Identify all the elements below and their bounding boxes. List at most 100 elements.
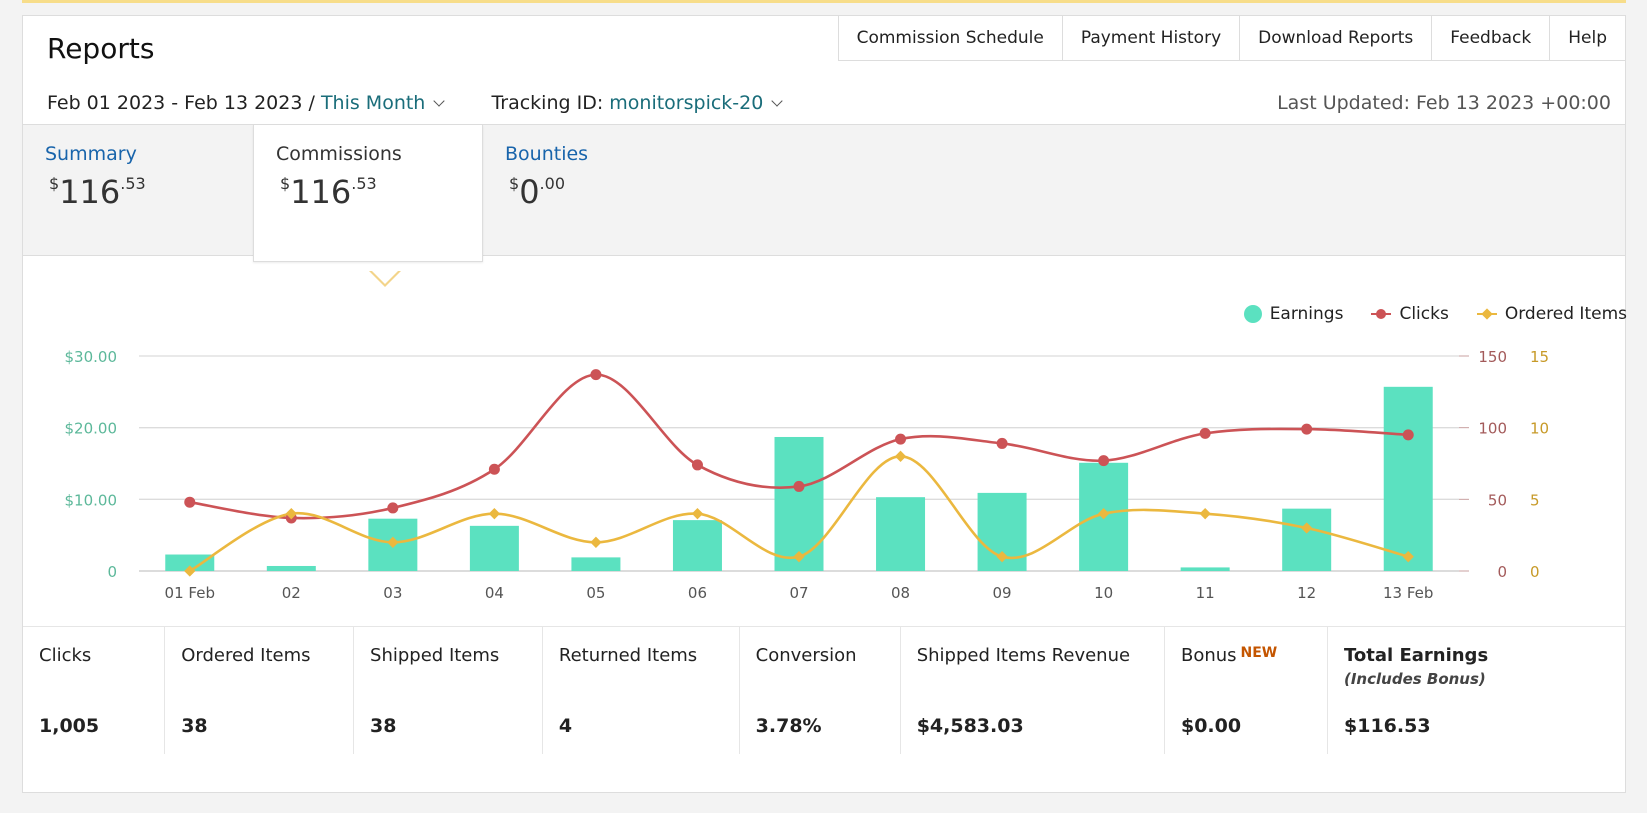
legend-ordered-items-label: Ordered Items [1504,304,1627,324]
y-left-tick-label: 0 [107,563,117,581]
stat-returned-items: Returned Items 4 [543,627,740,754]
legend-clicks-label: Clicks [1399,304,1449,324]
stat-conversion-value: 3.78% [755,715,822,737]
stat-clicks: Clicks 1,005 [23,627,166,754]
x-tick-label: 01 Feb [165,584,215,602]
legend-earnings-swatch [1243,305,1262,323]
point-ordered-items [691,508,704,520]
nav-feedback[interactable]: Feedback [1432,16,1551,60]
x-tick-label: 02 [282,584,301,602]
top-nav: Commission Schedule Payment History Down… [837,16,1625,61]
bar-earnings [266,565,316,571]
y-right-clicks-tick-label: 150 [1478,348,1507,366]
tracking-id-dropdown[interactable]: monitorspick-20 [609,92,764,114]
chevron-down-icon[interactable] [771,95,784,107]
bar-earnings [672,520,722,571]
chevron-down-icon[interactable] [433,95,446,107]
y-right-items-tick-label: 10 [1530,420,1549,438]
y-left-tick-label: $10.00 [65,491,118,509]
period-dropdown[interactable]: This Month [320,92,426,114]
tab-bounties[interactable]: Bounties $0.00 [483,125,713,255]
date-range: Feb 01 2023 - Feb 13 2023 [47,92,303,114]
tracking-label: Tracking ID: [491,92,604,114]
stat-clicks-label: Clicks [39,645,92,666]
tab-commissions-label: Commissions [276,143,402,165]
x-tick-label: 09 [993,584,1012,602]
point-clicks [1301,423,1313,435]
point-clicks [793,480,805,492]
stat-ordered-items-value: 38 [181,715,208,737]
bar-earnings [1282,508,1332,571]
legend-clicks[interactable]: Clicks [1371,304,1449,324]
nav-help[interactable]: Help [1568,28,1607,48]
stat-total-earnings-value: $116.53 [1344,715,1431,737]
point-clicks [387,502,399,514]
legend-earnings[interactable]: Earnings [1243,304,1343,324]
last-updated: Last Updated: Feb 13 2023 +00:00 [1277,92,1611,114]
x-tick-label: 04 [485,584,504,602]
legend-ordered-items[interactable]: Ordered Items [1476,304,1627,324]
stat-total-earnings: Total Earnings (Includes Bonus) $116.53 [1328,627,1625,754]
point-clicks [895,433,907,445]
x-tick-label: 13 Feb [1383,584,1433,602]
x-tick-label: 10 [1094,584,1113,602]
y-right-clicks-tick-label: 0 [1497,563,1507,581]
point-ordered-items [1097,508,1110,520]
x-tick-label: 11 [1196,584,1215,602]
stat-returned-items-value: 4 [558,715,573,737]
y-right-items-tick-label: 15 [1530,348,1549,366]
point-clicks [1402,429,1414,441]
stat-bonus-label: Bonus NEW [1180,645,1278,666]
bar-earnings [165,554,215,571]
stat-conversion-label: Conversion [755,645,857,666]
tab-summary-amount: $116.53 [49,173,146,211]
tab-commissions[interactable]: Commissions $116.53 [253,125,483,262]
y-left-tick-label: $30.00 [65,348,118,366]
nav-commission-schedule[interactable]: Commission Schedule [839,16,1063,60]
stat-ordered-items-label: Ordered Items [181,645,311,666]
top-accent-bar [22,0,1626,3]
performance-chart: Earnings Clicks Ordered Items 0 0 0 $10.00 5… [45,274,1647,644]
stat-ordered-items: Ordered Items 38 [165,627,355,754]
legend-clicks-swatch [1371,309,1392,319]
stat-total-earnings-note: (Includes Bonus) [1344,670,1486,688]
x-tick-label: 08 [891,584,910,602]
stat-shipped-items-value: 38 [370,715,397,737]
date-separator: / [308,92,315,114]
nav-download-reports[interactable]: Download Reports [1240,16,1433,60]
tab-bounties-label[interactable]: Bounties [505,143,589,165]
tab-bounties-amount: $0.00 [509,173,565,211]
point-clicks [691,459,703,471]
point-ordered-items [184,565,196,577]
bar-earnings [774,436,824,571]
nav-payment-history[interactable]: Payment History [1063,16,1241,60]
stat-conversion: Conversion 3.78% [740,627,901,754]
bar-earnings [1383,386,1433,571]
stat-shipped-items: Shipped Items 38 [354,627,543,754]
stat-shipped-items-revenue: Shipped Items Revenue $4,583.03 [901,627,1165,754]
bar-earnings [469,525,519,571]
point-ordered-items [590,536,602,548]
x-tick-label: 03 [383,584,402,602]
tab-summary[interactable]: Summary $116.53 [23,125,253,255]
stat-shipped-items-label: Shipped Items [370,645,500,666]
point-ordered-items [996,551,1008,563]
point-clicks [996,437,1008,449]
point-ordered-items [1199,508,1211,520]
legend-ordered-items-swatch [1476,308,1497,320]
x-tick-label: 06 [688,584,707,602]
point-ordered-items [285,508,297,520]
new-badge: NEW [1240,645,1278,661]
point-clicks [488,463,500,475]
y-right-clicks-tick-label: 50 [1488,491,1507,509]
tab-commissions-amount: $116.53 [280,173,377,211]
stat-shipped-items-revenue-label: Shipped Items Revenue [916,645,1131,666]
reports-panel: Reports Commission Schedule Payment Hist… [22,15,1627,793]
point-ordered-items [1301,522,1313,534]
active-tab-pointer [369,270,401,287]
tab-summary-label[interactable]: Summary [45,143,137,165]
point-ordered-items [793,551,805,563]
y-right-clicks-tick-label: 100 [1478,420,1507,438]
point-clicks [1199,427,1211,439]
